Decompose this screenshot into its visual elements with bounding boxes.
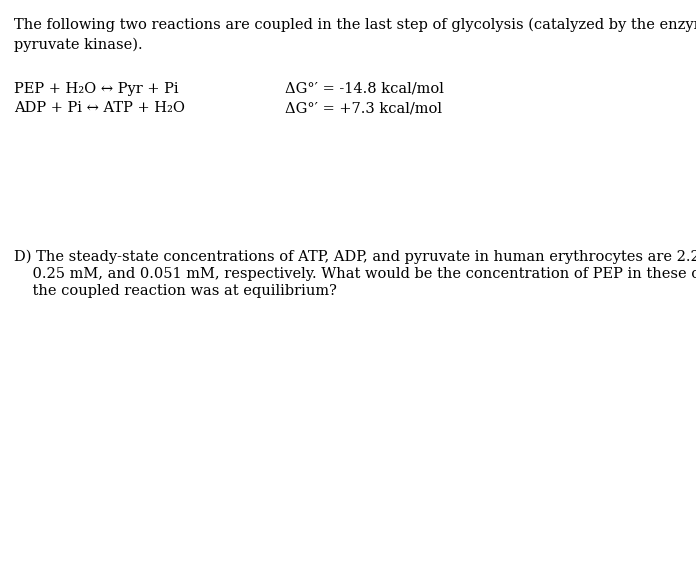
Text: the coupled reaction was at equilibrium?: the coupled reaction was at equilibrium?	[14, 284, 337, 298]
Text: ΔG°′ = +7.3 kcal/mol: ΔG°′ = +7.3 kcal/mol	[285, 101, 442, 115]
Text: D) The steady-state concentrations of ATP, ADP, and pyruvate in human erythrocyt: D) The steady-state concentrations of AT…	[14, 250, 696, 265]
Text: The following two reactions are coupled in the last step of glycolysis (catalyze: The following two reactions are coupled …	[14, 18, 696, 52]
Text: ADP + Pi ↔ ATP + H₂O: ADP + Pi ↔ ATP + H₂O	[14, 101, 185, 115]
Text: ΔG°′ = -14.8 kcal/mol: ΔG°′ = -14.8 kcal/mol	[285, 82, 444, 96]
Text: PEP + H₂O ↔ Pyr + Pi: PEP + H₂O ↔ Pyr + Pi	[14, 82, 179, 96]
Text: 0.25 mM, and 0.051 mM, respectively. What would be the concentration of PEP in t: 0.25 mM, and 0.051 mM, respectively. Wha…	[14, 267, 696, 281]
